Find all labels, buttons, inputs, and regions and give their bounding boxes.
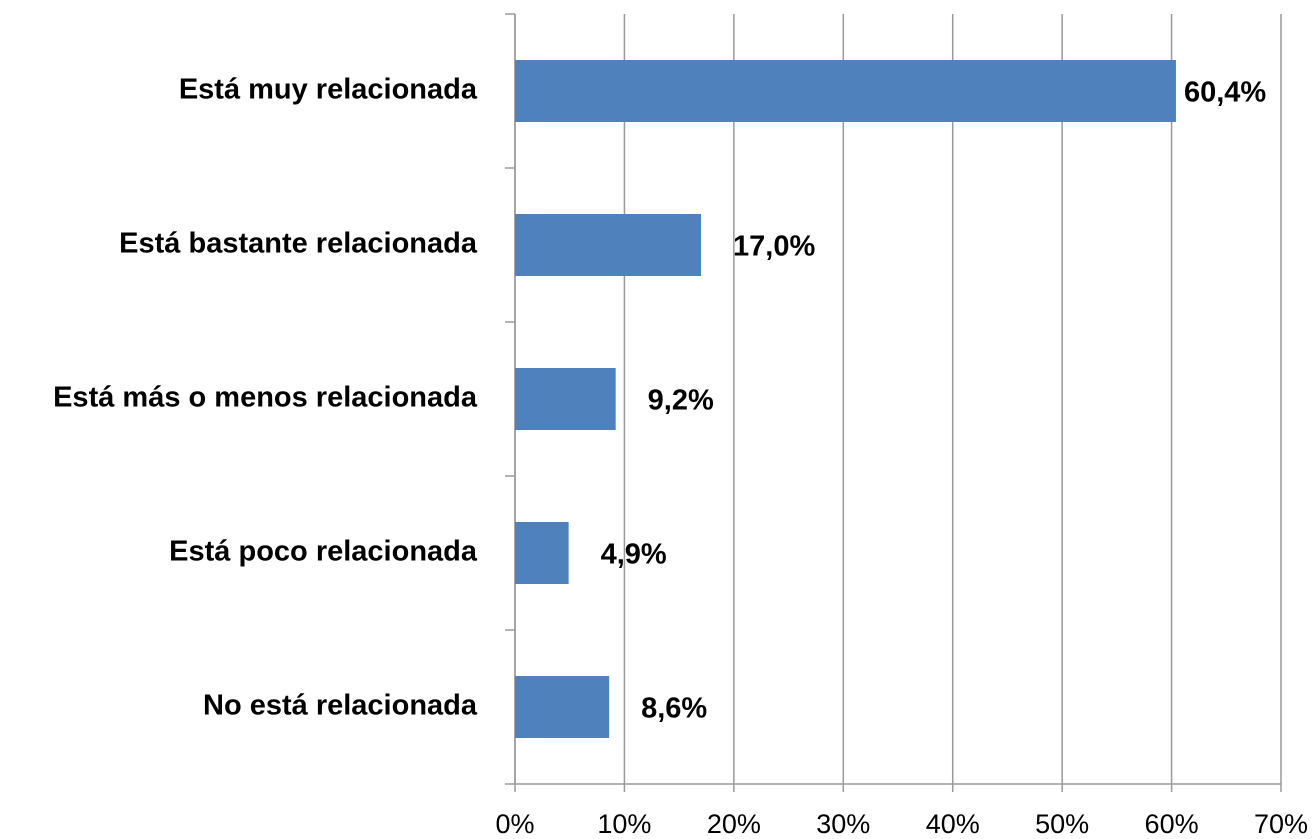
bar [515,676,610,738]
data-label: 4,9% [601,539,667,571]
data-label: 17,0% [733,231,815,263]
x-tick-label: 30% [816,809,870,839]
bar [515,60,1176,122]
data-label: 60,4% [1184,77,1266,109]
y-tick-label: No está relacionada [203,690,478,722]
bar [515,522,569,584]
y-tick-label: Está más o menos relacionada [53,382,478,414]
x-tick-label: 50% [1035,809,1089,839]
x-tick-label: 10% [597,809,651,839]
data-label: 9,2% [648,385,714,417]
y-tick-label: Está poco relacionada [169,536,478,568]
x-tick-label: 0% [495,809,534,839]
y-tick-label: Está muy relacionada [179,74,478,106]
x-tick-label: 70% [1254,809,1308,839]
x-tick-label: 60% [1145,809,1199,839]
y-tick-label: Está bastante relacionada [119,228,478,260]
bar [515,368,616,430]
bar [515,214,702,276]
data-label: 8,6% [641,693,707,725]
x-tick-label: 20% [707,809,761,839]
x-tick-label: 40% [926,809,980,839]
